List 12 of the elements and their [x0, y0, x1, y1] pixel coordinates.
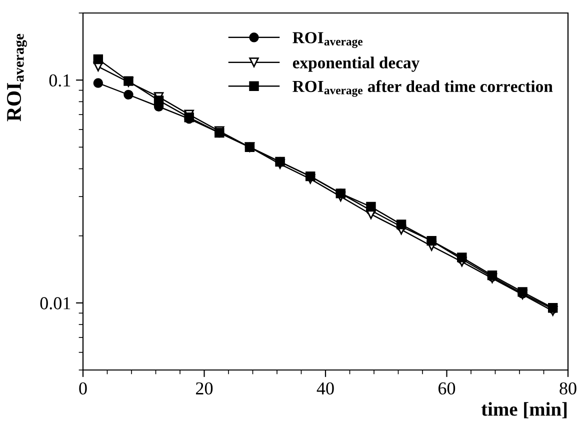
legend-label: ROI$_{average}$ after dead time correction: [292, 80, 553, 97]
x-tick-label: 80: [560, 382, 576, 395]
legend-label: exponential decay: [292, 56, 420, 72]
y-tick-label: 0.1: [49, 74, 70, 87]
legend-label: ROI$_{average}$: [292, 32, 363, 48]
y-tick-label: 0.01: [40, 297, 70, 310]
x-tick-label: 0: [79, 382, 87, 395]
x-tick-label: 40: [316, 382, 334, 395]
x-tick-label: 20: [196, 382, 213, 395]
x-tick-label: 60: [438, 382, 456, 395]
y-axis-title: ROI$_{average}$: [7, 34, 27, 122]
x-axis-title: time [min]: [481, 402, 567, 418]
